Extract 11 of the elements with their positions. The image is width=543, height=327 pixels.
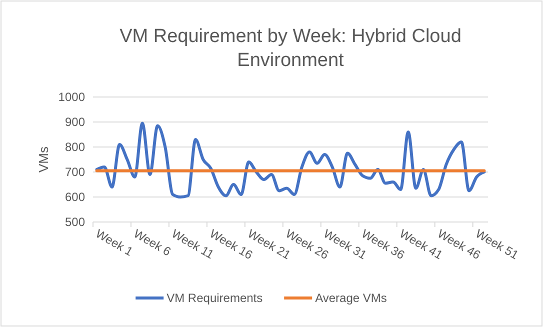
- y-tick-label: 900: [64, 115, 86, 129]
- chart-title: VM Requirement by Week: Hybrid Cloud Environment: [120, 26, 462, 71]
- y-tick-label: 600: [64, 190, 86, 204]
- y-tick-label: 700: [64, 165, 86, 179]
- legend-label: VM Requirements: [166, 291, 263, 305]
- y-axis-title: VMs: [36, 146, 51, 172]
- line-series: [95, 122, 486, 198]
- y-tick-label: 1000: [58, 90, 86, 104]
- legend-label: Average VMs: [315, 291, 387, 305]
- y-tick-label: 800: [64, 140, 86, 154]
- y-tick-label: 500: [64, 215, 86, 229]
